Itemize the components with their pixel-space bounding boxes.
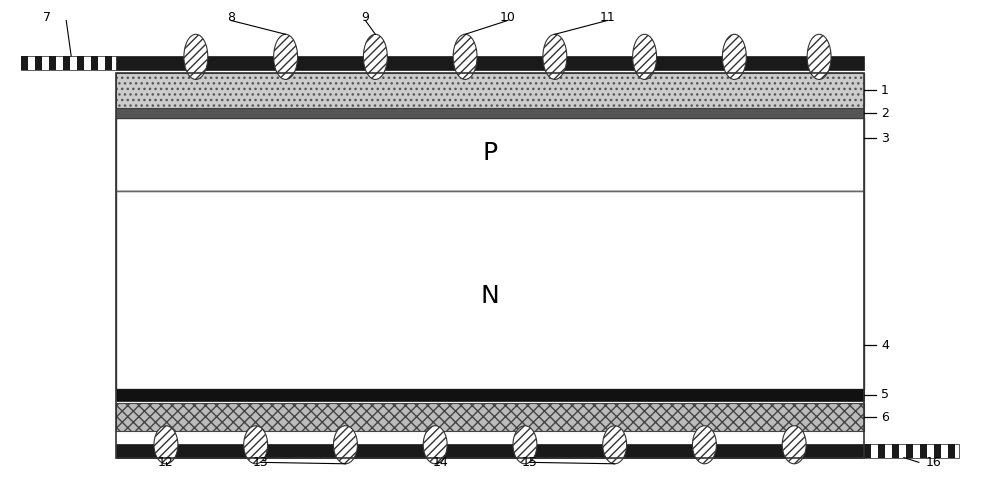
Bar: [864, 444, 959, 457]
Bar: [864, 444, 871, 457]
Ellipse shape: [154, 426, 178, 464]
Ellipse shape: [692, 426, 716, 464]
Bar: [35, 56, 42, 70]
Bar: [116, 73, 864, 109]
Bar: [91, 56, 98, 70]
Ellipse shape: [603, 426, 627, 464]
Text: 1: 1: [881, 84, 889, 97]
Bar: [934, 444, 941, 457]
Bar: [63, 56, 70, 70]
Ellipse shape: [363, 34, 387, 79]
Bar: [116, 56, 864, 70]
Bar: [21, 56, 116, 70]
Ellipse shape: [333, 426, 357, 464]
Bar: [116, 109, 864, 118]
Bar: [116, 444, 864, 457]
Ellipse shape: [274, 34, 298, 79]
Bar: [116, 118, 864, 192]
Text: 12: 12: [158, 456, 174, 469]
Bar: [948, 444, 955, 457]
Bar: [920, 444, 927, 457]
Ellipse shape: [513, 426, 537, 464]
Bar: [878, 444, 885, 457]
Text: 11: 11: [600, 11, 616, 24]
Text: 2: 2: [881, 107, 889, 120]
Text: 14: 14: [432, 456, 448, 469]
Bar: [21, 56, 28, 70]
Bar: [892, 444, 899, 457]
Bar: [105, 56, 112, 70]
Text: 13: 13: [253, 456, 269, 469]
Ellipse shape: [423, 426, 447, 464]
Ellipse shape: [543, 34, 567, 79]
Ellipse shape: [722, 34, 746, 79]
Text: 7: 7: [43, 11, 51, 24]
Text: 10: 10: [500, 11, 516, 24]
Text: P: P: [482, 141, 498, 165]
Text: 15: 15: [522, 456, 538, 469]
Ellipse shape: [453, 34, 477, 79]
Bar: [116, 73, 864, 457]
Bar: [116, 389, 864, 401]
Text: 9: 9: [361, 11, 369, 24]
Ellipse shape: [633, 34, 657, 79]
Text: 8: 8: [227, 11, 235, 24]
Bar: [906, 444, 913, 457]
Bar: [116, 73, 864, 109]
Text: N: N: [481, 284, 499, 308]
Bar: [49, 56, 56, 70]
Ellipse shape: [184, 34, 208, 79]
Ellipse shape: [244, 426, 268, 464]
Ellipse shape: [807, 34, 831, 79]
Ellipse shape: [782, 426, 806, 464]
Bar: [77, 56, 84, 70]
Text: 3: 3: [881, 132, 889, 145]
Bar: [116, 192, 864, 389]
Text: 5: 5: [881, 388, 889, 401]
Bar: [116, 403, 864, 432]
Text: 16: 16: [926, 456, 942, 469]
Text: 6: 6: [881, 411, 889, 424]
Text: 4: 4: [881, 339, 889, 352]
